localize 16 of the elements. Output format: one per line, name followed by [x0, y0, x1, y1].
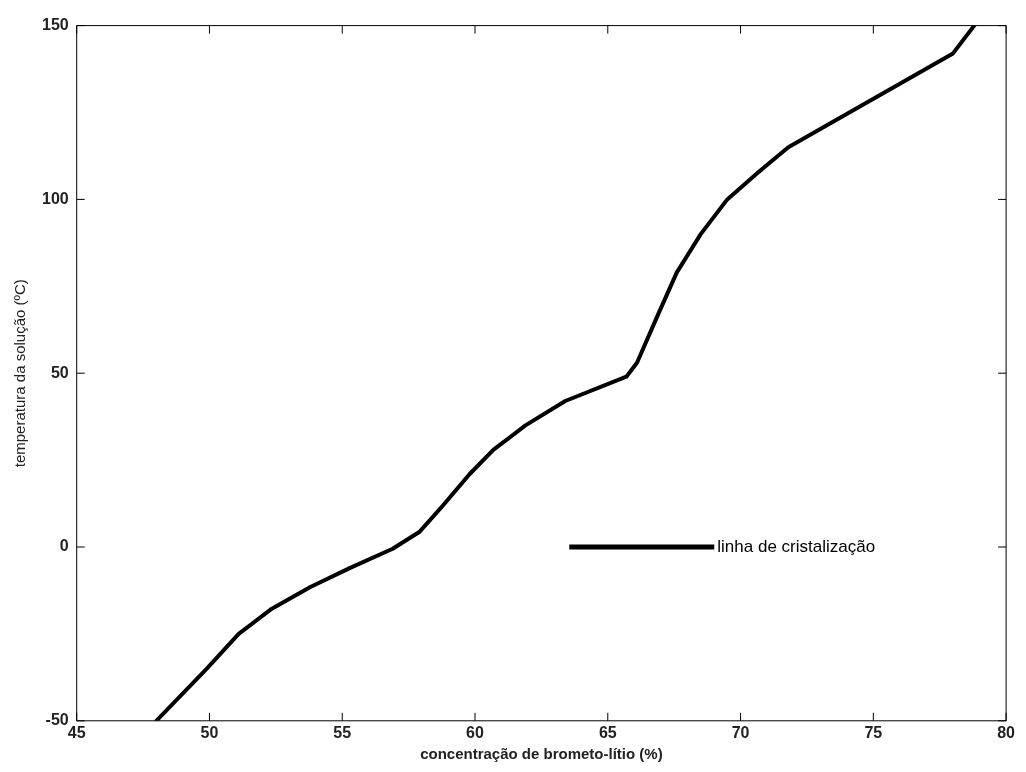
y-tick-label: 100: [41, 189, 69, 207]
x-tick-label: 60: [466, 723, 485, 741]
x-tick-label: 50: [200, 723, 219, 741]
x-tick-label: 75: [864, 723, 883, 741]
y-tick-label: 0: [59, 537, 69, 555]
x-tick-label: 45: [67, 723, 86, 741]
text: linha de cristalização: [717, 536, 876, 556]
y-tick-label: 150: [41, 16, 69, 34]
x-tick-label: 70: [731, 723, 750, 741]
x-tick-label: 65: [598, 723, 617, 741]
x-tick-label: 55: [333, 723, 352, 741]
x-axis-title: concentração de brometo-lítio (%): [420, 745, 663, 763]
x-tick-label: 80: [997, 723, 1016, 741]
y-tick-label: -50: [45, 711, 69, 729]
y-tick-label: 50: [50, 363, 69, 381]
y-axis-title: temperatura da solução (ºC): [11, 279, 29, 468]
